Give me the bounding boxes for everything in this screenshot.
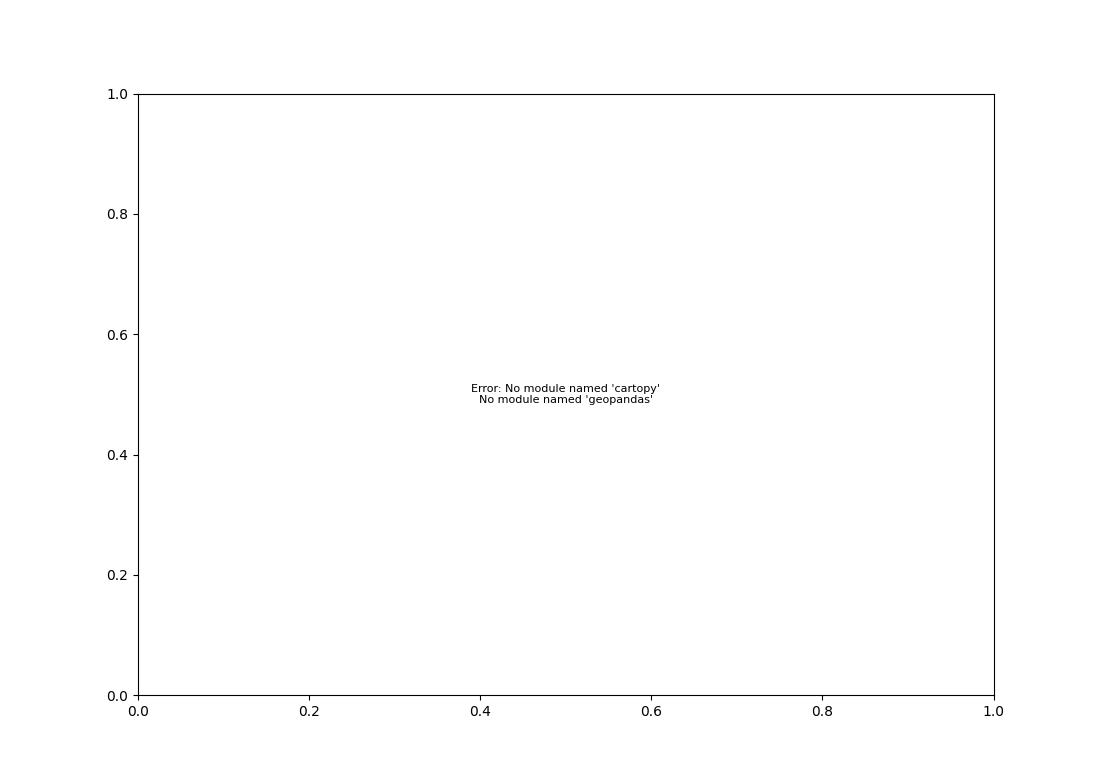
Text: Error: No module named 'cartopy'
No module named 'geopandas': Error: No module named 'cartopy' No modu…: [471, 383, 660, 405]
